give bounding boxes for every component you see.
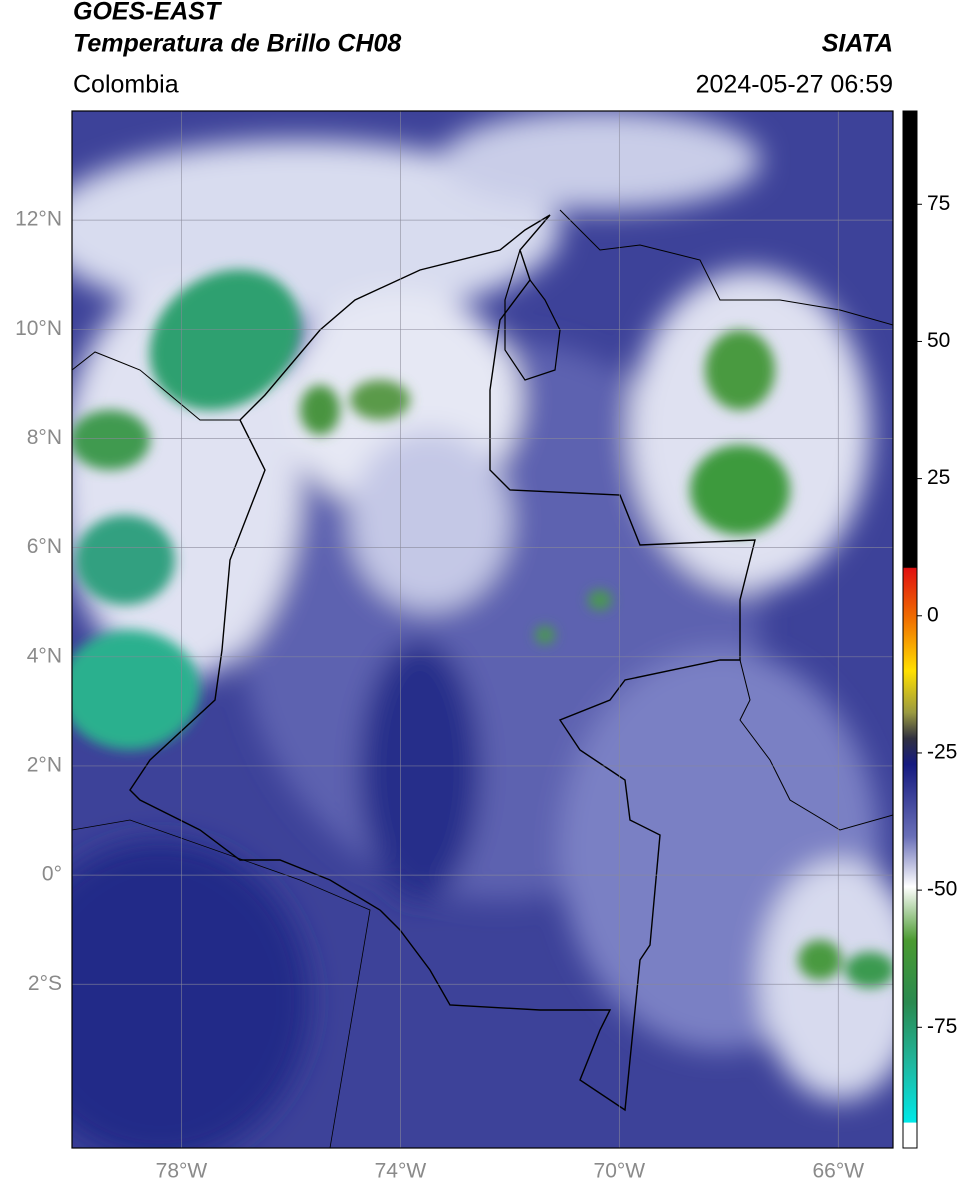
y-tick-label: 4°N [27, 644, 62, 667]
y-tick-label: 10°N [15, 317, 62, 340]
colorbar-tick-label: 50 [927, 329, 950, 352]
colorbar-tick-label: 25 [927, 466, 950, 489]
colorbar-tick-label: 75 [927, 192, 950, 215]
product: Temperatura de Brillo CH08 [73, 30, 401, 58]
satellite: GOES-EAST [73, 0, 223, 26]
y-tick-label: 6°N [27, 535, 62, 558]
colorbar-tick-label: -25 [927, 740, 957, 763]
y-tick-label: 12°N [15, 208, 62, 231]
x-tick-label: 66°W [812, 1160, 864, 1183]
y-tick-label: 2°S [28, 972, 62, 995]
satellite-image [72, 111, 893, 1148]
x-tick-label: 70°W [594, 1160, 646, 1183]
region: Colombia [73, 71, 179, 99]
map-frame [71, 110, 894, 1149]
x-tick-label: 74°W [375, 1160, 427, 1183]
y-tick-label: 8°N [27, 426, 62, 449]
y-tick-label: 2°N [27, 753, 62, 776]
source: SIATA [822, 30, 893, 58]
colorbar-tick-label: 0 [927, 603, 939, 626]
colorbar-tick-label: -50 [927, 878, 957, 901]
graticule [72, 111, 893, 1148]
datetime: 2024-05-27 06:59 [696, 71, 893, 99]
x-tick-label: 78°W [156, 1160, 208, 1183]
colorbar [902, 110, 918, 1149]
y-tick-label: 0° [42, 863, 62, 886]
colorbar-tick-label: -75 [927, 1015, 957, 1038]
